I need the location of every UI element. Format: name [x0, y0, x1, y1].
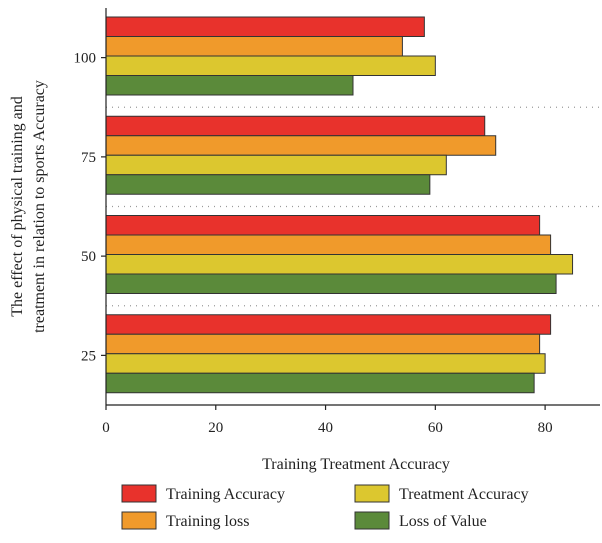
- legend-label: Treatment Accuracy: [399, 486, 529, 503]
- x-tick-label: 60: [428, 420, 443, 436]
- y-axis-title-line: The effect of physical training and: [9, 96, 26, 317]
- legend: Training Accuracy Training loss Treatment …: [121, 484, 529, 530]
- legend-swatch-treatment-accuracy: [354, 484, 390, 503]
- bar-treatment-accuracy-25: [105, 353, 546, 374]
- bar-training-accuracy-100: [105, 16, 425, 37]
- y-tick-labels: 100 75 50 25: [74, 51, 97, 365]
- x-tick-labels: 0 20 40 60 80: [102, 420, 552, 436]
- bar-training-accuracy-50: [105, 215, 541, 236]
- bar-treatment-accuracy-75: [105, 154, 447, 176]
- y-axis-title-text: The effect of physical training and treat…: [9, 80, 48, 333]
- bar-treatment-accuracy-50: [105, 254, 574, 275]
- y-axis-title-line: treatment in relation to sports Accuracy: [31, 80, 48, 333]
- y-axis-title: The effect of physical training and treat…: [9, 80, 48, 333]
- legend-swatch-loss-of-value: [354, 511, 390, 530]
- bar-training-loss-50: [105, 234, 552, 255]
- y-tick-label: 25: [81, 348, 96, 364]
- bar-treatment-accuracy-100: [105, 55, 436, 76]
- legend-label: Training Accuracy: [166, 486, 285, 503]
- y-tick-label: 75: [81, 150, 96, 166]
- x-tick-label: 0: [102, 420, 110, 436]
- x-tick-label: 80: [538, 420, 553, 436]
- bar-training-loss-100: [105, 36, 403, 57]
- bar-training-loss-25: [105, 333, 541, 355]
- bars: [105, 16, 574, 394]
- bar-loss-of-value-75: [105, 174, 431, 195]
- bar-training-accuracy-25: [105, 314, 552, 335]
- legend-label: Training loss: [166, 513, 249, 530]
- legend-swatch-training-accuracy: [121, 484, 157, 503]
- y-tick-label: 100: [74, 51, 97, 67]
- group-separators: [106, 106, 600, 307]
- bar-training-loss-75: [105, 135, 497, 156]
- axes: [101, 8, 600, 410]
- bar-loss-of-value-25: [105, 372, 535, 394]
- x-axis-title: Training Treatment Accuracy: [262, 456, 450, 473]
- bar-training-accuracy-75: [105, 115, 486, 137]
- x-tick-label: 40: [318, 420, 333, 436]
- x-tick-label: 20: [208, 420, 223, 436]
- bar-loss-of-value-100: [105, 75, 354, 96]
- legend-label: Loss of Value: [399, 513, 487, 530]
- legend-swatch-training-loss: [121, 511, 157, 530]
- y-tick-label: 50: [81, 249, 96, 265]
- bar-loss-of-value-50: [105, 273, 557, 294]
